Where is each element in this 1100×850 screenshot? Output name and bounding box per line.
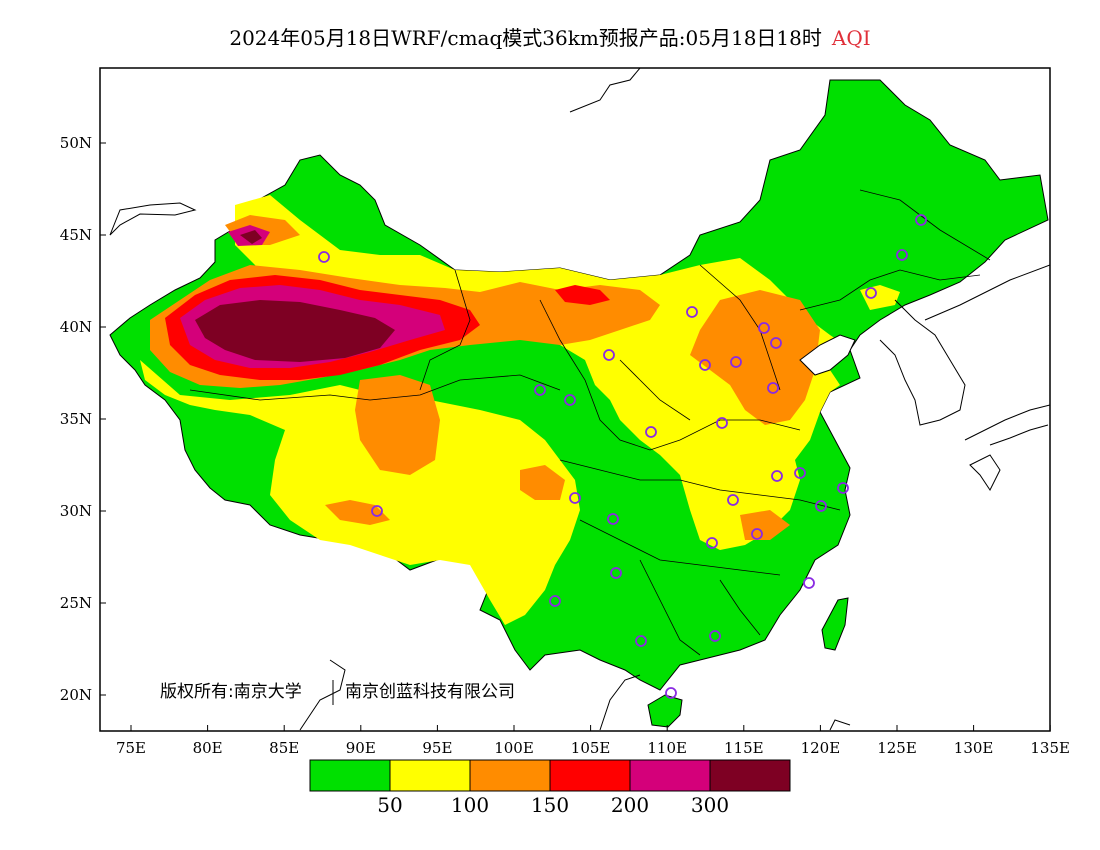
station-marker: [665, 687, 677, 699]
title-text: 2024年05月18日WRF/cmaq模式36km预报产品:05月18日18时: [229, 26, 822, 50]
copyright-left: 版权所有:南京大学: [160, 682, 302, 702]
plot-frame: [99, 67, 1051, 732]
x-tick-label: 105E: [571, 739, 611, 757]
station-marker: [607, 513, 619, 525]
y-tick-label: 40N: [60, 318, 92, 336]
station-marker: [564, 394, 576, 406]
station-marker: [727, 494, 739, 506]
x-tick-label: 85E: [269, 739, 299, 757]
y-tick-label: 50N: [60, 134, 92, 152]
region-moderate-yellow-ne-strip: [860, 285, 900, 310]
station-marker: [706, 537, 718, 549]
y-tick-label: 45N: [60, 226, 92, 244]
station-marker: [635, 635, 647, 647]
station-marker: [770, 337, 782, 349]
y-tick-label: 35N: [60, 410, 92, 428]
station-marker: [709, 630, 721, 642]
legend-swatch: [389, 759, 471, 792]
station-marker: [803, 577, 815, 589]
legend-label: 150: [531, 793, 569, 817]
station-marker: [318, 251, 330, 263]
sea-bohai: [799, 334, 856, 376]
legend-label: 100: [451, 793, 489, 817]
station-marker: [896, 249, 908, 261]
y-tick-label: 30N: [60, 502, 92, 520]
x-tick-label: 75E: [116, 739, 146, 757]
legend-swatch: [709, 759, 791, 792]
region-usg-orange-tibet: [355, 375, 440, 475]
station-marker: [371, 505, 383, 517]
x-axis: 75E 80E 85E 90E 95E 100E 105E 110E 115E 120E 125E 1…: [116, 725, 1070, 757]
region-moderate-yellow-west: [140, 360, 580, 625]
region-usg-orange-sichuan: [520, 465, 565, 500]
legend-label: 200: [611, 793, 649, 817]
station-marker: [686, 306, 698, 318]
station-marker: [865, 287, 877, 299]
x-tick-label: 130E: [954, 739, 994, 757]
x-tick-label: 115E: [724, 739, 764, 757]
province-boundaries: [189, 189, 991, 656]
x-tick-label: 100E: [494, 739, 534, 757]
legend-swatch: [469, 759, 551, 792]
coastlines: [109, 68, 1050, 731]
station-marker: [534, 384, 546, 396]
x-tick-label: 95E: [422, 739, 452, 757]
station-marker: [915, 214, 927, 226]
station-marker: [815, 500, 827, 512]
legend-swatch: [549, 759, 631, 792]
x-tick-label: 135E: [1030, 739, 1070, 757]
y-tick-label: 25N: [60, 594, 92, 612]
copyright-right: 南京创蓝科技有限公司: [345, 682, 515, 702]
region-usg-orange-huabei: [690, 290, 820, 425]
station-marker: [771, 470, 783, 482]
map-area: [109, 68, 1050, 731]
x-tick-label: 125E: [877, 739, 917, 757]
station-marker: [794, 467, 806, 479]
station-marker: [716, 417, 728, 429]
station-marker: [730, 356, 742, 368]
y-tick-label: 20N: [60, 686, 92, 704]
x-tick-label: 90E: [346, 739, 376, 757]
legend-label: 50: [377, 793, 402, 817]
y-axis: 50N 45N 40N 35N 30N 25N 20N: [60, 134, 106, 704]
x-tick-label: 110E: [647, 739, 687, 757]
station-marker: [603, 349, 615, 361]
station-marker: [610, 567, 622, 579]
station-marker: [699, 359, 711, 371]
x-tick-label: 80E: [193, 739, 223, 757]
island-hainan: [647, 694, 683, 728]
legend-label: 300: [691, 793, 729, 817]
aqi-legend: 50 100 150 200 300: [309, 759, 791, 817]
station-marker: [751, 528, 763, 540]
region-hazardous-maroon: [195, 300, 395, 362]
x-tick-label: 120E: [801, 739, 841, 757]
station-markers: [318, 214, 927, 699]
legend-swatch: [309, 759, 391, 792]
station-marker: [569, 492, 581, 504]
title-variable: AQI: [831, 26, 871, 50]
station-marker: [549, 595, 561, 607]
station-marker: [758, 322, 770, 334]
legend-swatch: [629, 759, 711, 792]
region-unhealthy-red-gansu: [555, 285, 610, 305]
map-title: 2024年05月18日WRF/cmaq模式36km预报产品:05月18日18时 A…: [0, 22, 1100, 51]
station-marker: [767, 382, 779, 394]
region-hazardous-maroon-north: [240, 230, 262, 244]
island-taiwan: [821, 597, 849, 651]
station-marker: [837, 482, 849, 494]
station-marker: [645, 426, 657, 438]
